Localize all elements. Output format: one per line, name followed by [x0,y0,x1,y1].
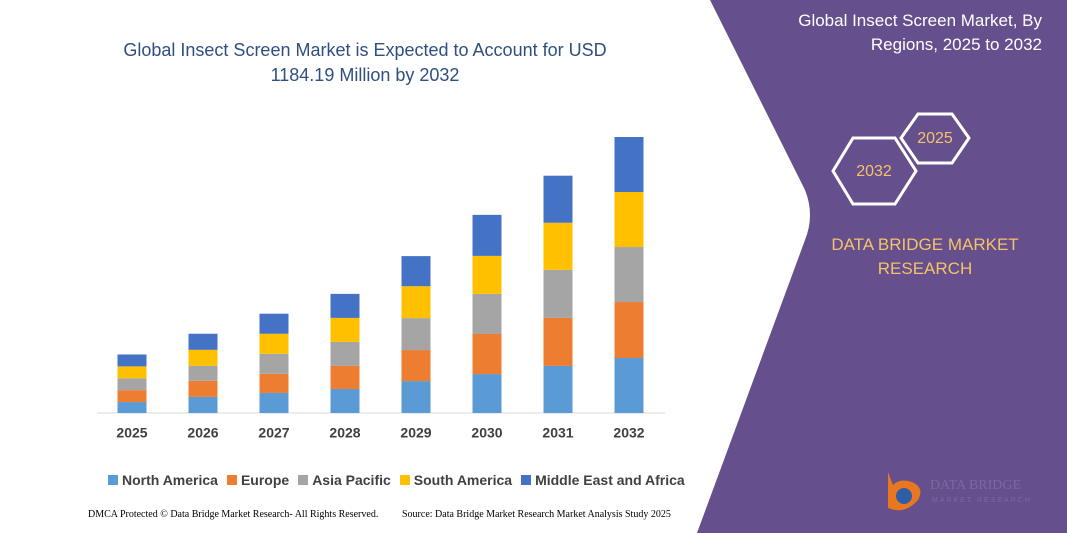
bar-segment [614,357,644,413]
bar-segment [259,353,289,374]
hexagon-label: 2032 [856,163,892,180]
footer-source: Source: Data Bridge Market Research Mark… [402,509,671,520]
legend-label: Europe [240,472,290,488]
bar-segment [117,402,147,413]
bar-segment [472,214,502,256]
legend-item: Europe [226,472,290,488]
bar-segment [543,269,573,318]
panel-title: Global Insect Screen Market, By Regions,… [798,11,1042,54]
bar-segment [188,333,218,350]
legend-label: Middle East and Africa [535,472,685,488]
legend-swatch [521,475,532,485]
bar-segment [401,381,431,413]
legend-label: South America [413,472,513,488]
bar-segment [614,247,644,303]
bar-segment [188,396,218,413]
bar-segment [188,365,218,381]
bar-segment [259,333,289,354]
bar-segment [259,313,289,334]
bar-segment [614,302,644,358]
logo-tagline: MARKET RESEARCH [932,497,1032,504]
hexagon [831,136,918,206]
legend-label: Asia Pacific [312,472,391,488]
legend-swatch [108,475,118,485]
bar-segment [117,354,147,367]
legend-item: Asia Pacific [298,472,391,488]
x-tick-label: 2028 [329,425,360,441]
bar-segment [330,317,360,342]
x-tick-label: 2030 [471,425,502,441]
bar-segment [330,388,360,413]
legend-item: South America [399,472,513,488]
x-tick-label: 2025 [116,425,147,441]
side-panel [697,0,1067,533]
footer-copyright: DMCA Protected © Data Bridge Market Rese… [88,509,379,520]
bar-segment [472,255,502,294]
bar-segment [401,318,431,351]
bar-segment [614,137,644,193]
bar-segment [543,365,573,413]
legend-item: North America [108,472,218,488]
bar-segment [259,392,289,413]
bar-segment [330,341,360,366]
bar-segment [330,365,360,389]
logo-name: DATA BRIDGE [930,478,1021,493]
x-tick-label: 2026 [187,425,218,441]
x-tick-label: 2029 [400,425,431,441]
bar-segment [117,378,147,391]
bar-segment [401,256,431,287]
bar-segment [543,175,573,223]
bar-segment [543,222,573,270]
bar-segment [259,373,289,393]
legend-item: Middle East and Africa [521,472,685,488]
bar-segment [614,192,644,248]
bar-segment [188,380,218,397]
bar-segment [401,350,431,382]
hexagon-label: 2025 [917,130,953,147]
legend-label: North America [122,472,218,488]
bar-segment [330,293,360,318]
bar-segment [472,374,502,413]
x-tick-label: 2032 [613,425,644,441]
legend: North America Europe Asia Pacific South Ame… [108,472,685,488]
bar-segment [472,293,502,334]
x-tick-label: 2027 [258,425,289,441]
legend-swatch [399,475,410,485]
bar-segment [188,349,218,366]
x-tick-label: 2031 [542,425,573,441]
hexagon [899,112,971,165]
bar-segment [472,333,502,375]
bar-segment [543,317,573,366]
chart-title: Global Insect Screen Market is Expected … [123,40,607,85]
logo-mark [896,488,912,504]
legend-swatch [298,475,309,485]
legend-swatch [226,475,237,485]
bar-segment [117,366,147,379]
bar-segment [401,286,431,319]
brand: DATA BRIDGE MARKET RESEARCH [831,235,1019,278]
bar-segment [117,390,147,403]
